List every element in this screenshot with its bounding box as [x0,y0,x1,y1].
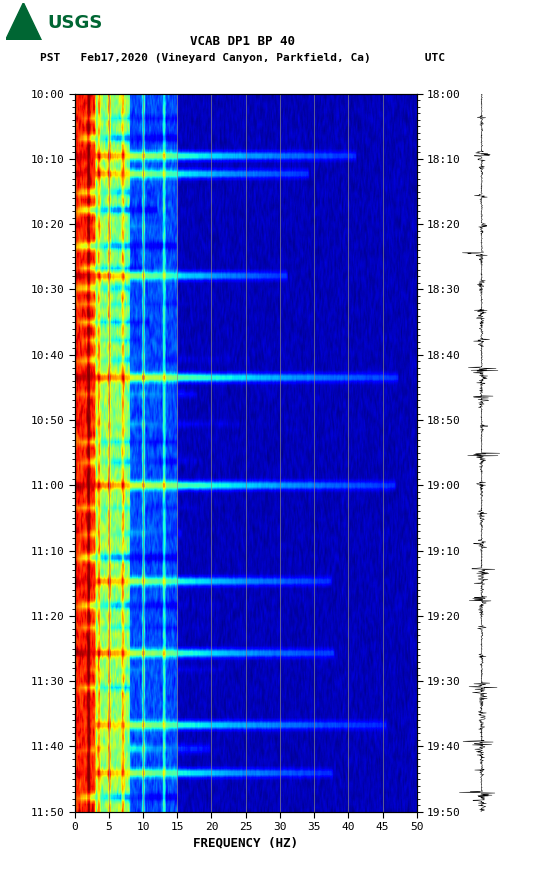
Text: PST   Feb17,2020 (Vineyard Canyon, Parkfield, Ca)        UTC: PST Feb17,2020 (Vineyard Canyon, Parkfie… [40,53,445,63]
Text: VCAB DP1 BP 40: VCAB DP1 BP 40 [190,36,295,48]
X-axis label: FREQUENCY (HZ): FREQUENCY (HZ) [193,837,298,849]
Polygon shape [6,3,41,40]
Text: USGS: USGS [47,14,103,32]
